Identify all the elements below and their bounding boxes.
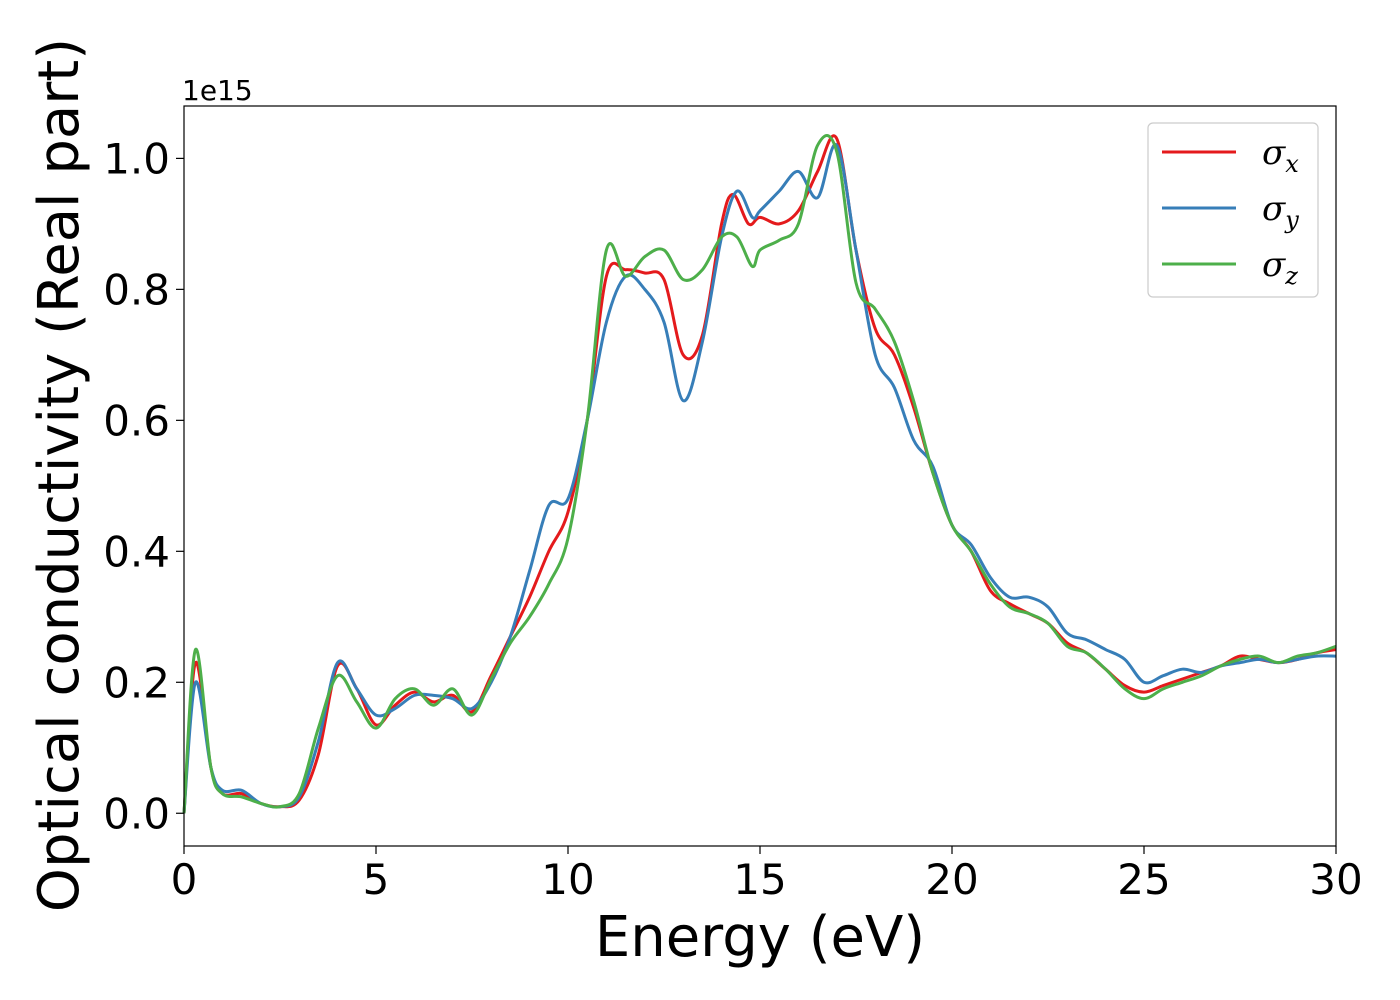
x-tick-label: 25 — [1117, 855, 1170, 904]
x-tick-label: 10 — [541, 855, 594, 904]
x-axis: 0 5 10 15 20 25 30 — [171, 846, 1363, 904]
y-axis: 0.0 0.2 0.4 0.6 0.8 1.0 — [103, 134, 184, 838]
x-tick-label: 0 — [171, 855, 198, 904]
x-tick-label: 15 — [733, 855, 786, 904]
x-axis-label: Energy (eV) — [595, 905, 925, 970]
y-offset-text: 1e15 — [182, 74, 253, 107]
series-line-z — [182, 133, 1337, 814]
legend: σx σy σz — [1147, 122, 1319, 298]
y-axis-label: Optical conductivity (Real part) — [27, 38, 92, 912]
y-tick-label: 0.8 — [103, 265, 170, 314]
y-tick-label: 0.2 — [103, 658, 170, 707]
y-tick-label: 0.4 — [103, 527, 170, 576]
x-tick-label: 20 — [925, 855, 978, 904]
legend-box — [1147, 122, 1319, 298]
y-tick-label: 1.0 — [103, 134, 170, 183]
legend-label-x: σx — [1262, 133, 1299, 178]
y-tick-label: 0.6 — [103, 396, 170, 445]
x-tick-label: 5 — [363, 855, 390, 904]
y-tick-label: 0.0 — [103, 789, 170, 838]
legend-label-y: σy — [1262, 189, 1299, 234]
legend-label-z: σz — [1262, 245, 1298, 290]
series-line-y — [182, 143, 1337, 814]
plot-lines — [182, 133, 1337, 814]
x-tick-label: 30 — [1309, 855, 1362, 904]
